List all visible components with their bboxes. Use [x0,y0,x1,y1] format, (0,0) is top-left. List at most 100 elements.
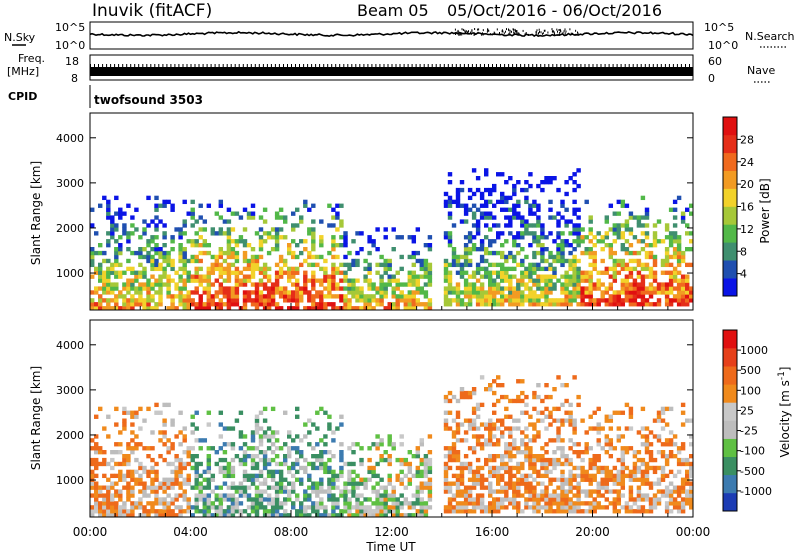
heatmap-cell [484,457,489,463]
heatmap-cell [532,254,537,260]
heatmap-cell [262,219,268,224]
heatmap-cell [463,497,469,502]
heatmap-cell [178,469,183,475]
heatmap-cell [258,481,264,486]
heatmap-cell [226,493,232,498]
heatmap-cell [206,446,212,451]
heatmap-cell [278,461,284,467]
heatmap-cell [532,485,537,490]
heatmap-cell [158,513,163,518]
heatmap-cell [596,505,601,510]
heatmap-cell [668,454,674,459]
heatmap-cell [367,250,372,256]
heatmap-cell [612,473,618,479]
heatmap-cell [616,497,622,502]
heatmap-cell [636,286,642,291]
heatmap-cell [234,501,240,506]
heatmap-cell [150,430,155,435]
nave-point [395,64,397,67]
heatmap-cell [540,254,545,260]
nave-point [680,64,682,67]
heatmap-cell [584,473,589,479]
heatmap-cell [616,473,622,479]
heatmap-cell [138,302,143,307]
heatmap-cell [576,394,581,400]
heatmap-cell [524,450,529,455]
heatmap-cell [319,235,324,240]
heatmap-cell [94,485,99,490]
heatmap-cell [467,294,473,299]
heatmap-cell [580,457,585,463]
heatmap-cell [327,493,332,498]
heatmap-cell [246,505,252,510]
heatmap-cell [266,457,272,463]
heatmap-cell [676,235,682,240]
heatmap-cell [512,442,517,447]
heatmap-cell [295,493,300,498]
heatmap-cell [572,290,577,295]
nave-point [355,64,357,67]
heatmap-cell [383,509,388,514]
heatmap-cell [206,274,212,279]
heatmap-cell [532,223,537,228]
heatmap-cell [689,481,694,486]
heatmap-cell [170,207,175,212]
heatmap-cell [202,513,208,518]
heatmap-cell [234,254,240,260]
colorbar-tick-label: -500 [740,465,765,478]
heatmap-cell [162,481,167,486]
heatmap-cell [154,282,159,287]
heatmap-cell [218,262,224,268]
heatmap-cell [479,481,485,486]
heatmap-cell [214,509,220,514]
heatmap-cell [443,469,449,475]
heatmap-cell [178,457,183,463]
heatmap-cell [455,457,461,463]
heatmap-cell [564,258,569,264]
heatmap-cell [315,513,320,518]
heatmap-cell [475,247,481,252]
heatmap-cell [451,262,457,268]
heatmap-cell [568,282,573,287]
heatmap-cell [166,446,171,451]
heatmap-cell [572,473,577,479]
heatmap-cell [572,430,577,435]
heatmap-cell [644,235,650,240]
heatmap-cell [379,454,384,459]
heatmap-cell [512,302,517,307]
heatmap-cell [291,274,296,279]
heatmap-cell [254,290,260,295]
heatmap-cell [608,274,614,279]
colorbar-tick-label: 4 [740,268,747,281]
heatmap-cell [287,290,292,295]
heatmap-cell [455,505,461,510]
heatmap-cell [447,489,453,494]
heatmap-cell [355,278,360,283]
heatmap-cell [415,473,421,479]
heatmap-cell [303,513,308,518]
heatmap-cell [379,509,384,514]
heatmap-cell [226,302,232,307]
heatmap-cell [274,493,280,498]
nsearch-dot [518,32,520,35]
heatmap-cell [520,430,525,435]
heatmap-cell [278,489,284,494]
nsearch-dot [465,30,467,33]
heatmap-cell [584,493,589,498]
heatmap-cell [323,489,328,494]
nave-point [636,64,638,67]
heatmap-cell [391,274,396,279]
heatmap-cell [588,219,593,224]
nsearch-dot [553,31,555,34]
heatmap-cell [576,207,581,212]
heatmap-cell [122,223,127,228]
nsearch-dot [564,32,566,35]
heatmap-cell [270,442,276,447]
heatmap-cell [178,258,183,264]
heatmap-cell [596,286,601,291]
heatmap-cell [226,469,232,475]
heatmap-cell [331,286,336,291]
heatmap-cell [560,290,565,295]
heatmap-cell [258,290,264,295]
heatmap-cell [504,493,509,498]
